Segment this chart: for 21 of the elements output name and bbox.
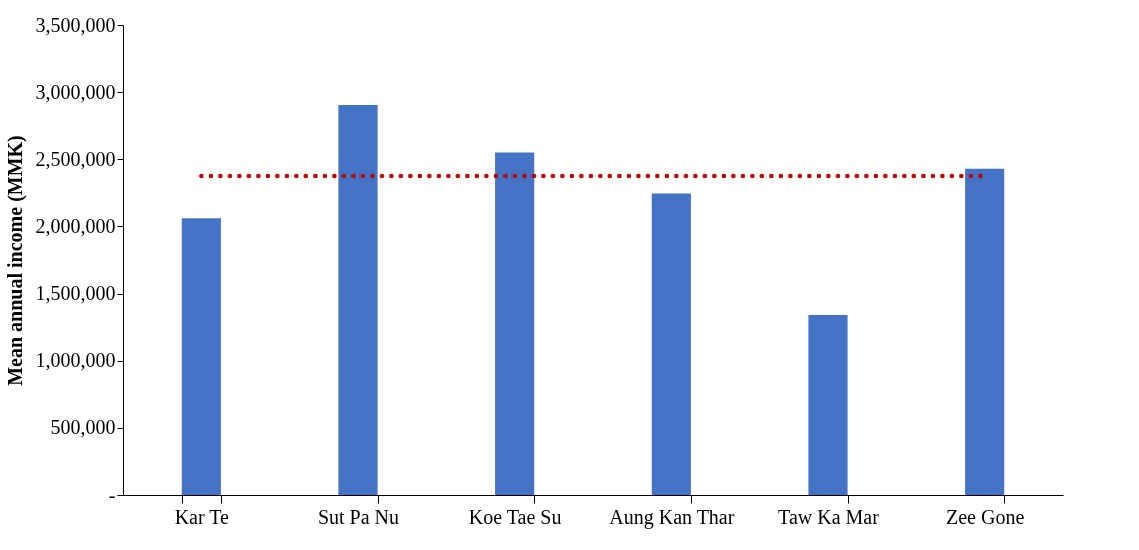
bar <box>651 193 691 495</box>
x-tick-label: Koe Tae Su <box>468 505 562 528</box>
y-tick-label: 3,500,000 <box>35 13 116 36</box>
y-tick-label: 1,500,000 <box>35 282 116 305</box>
bar <box>495 152 535 495</box>
y-tick-label: 2,000,000 <box>35 214 116 237</box>
bar <box>181 218 221 495</box>
y-tick-label: 3,000,000 <box>35 80 116 103</box>
bar <box>808 315 848 495</box>
x-tick-label: Sut Pa Nu <box>317 505 400 528</box>
x-tick-label: Taw Ka Mar <box>778 505 880 528</box>
y-tick-label: 500,000 <box>50 416 116 439</box>
x-tick-label: Aung Kan Thar <box>609 505 735 529</box>
x-tick-label: Kar Te <box>174 505 230 528</box>
y-axis-title: Mean annual income (MMK) <box>3 135 27 386</box>
y-tick-label: - <box>108 483 116 506</box>
y-tick-label: 2,500,000 <box>35 147 116 170</box>
x-tick-label: Zee Gone <box>946 505 1025 528</box>
bar <box>965 168 1005 495</box>
y-tick-label: 1,000,000 <box>35 349 116 372</box>
bar <box>338 104 378 495</box>
